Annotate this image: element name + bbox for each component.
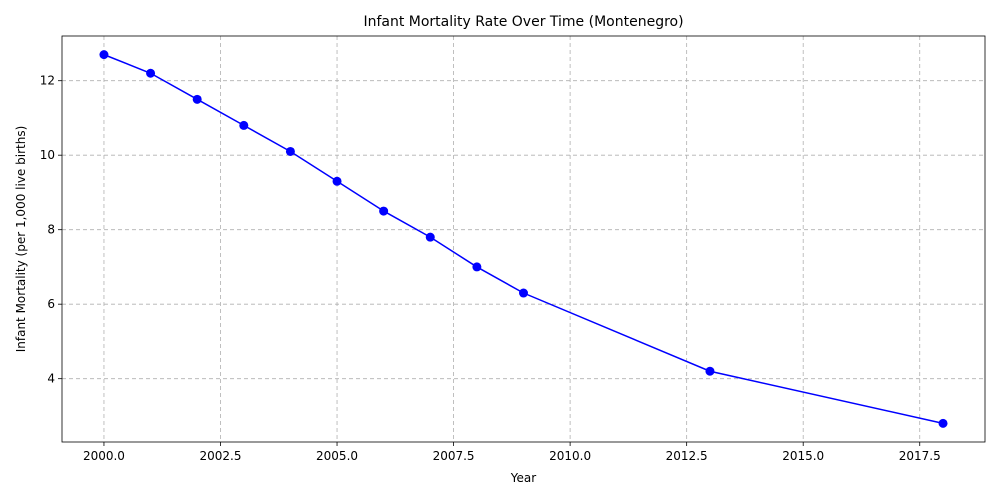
data-point xyxy=(379,206,389,216)
x-tick-label: 2012.5 xyxy=(666,449,708,463)
x-tick-label: 2010.0 xyxy=(549,449,591,463)
x-tick-label: 2007.5 xyxy=(433,449,475,463)
data-point xyxy=(239,120,249,130)
data-point xyxy=(519,288,528,298)
data-point xyxy=(425,232,435,242)
data-point xyxy=(332,176,342,186)
y-tick-label: 6 xyxy=(47,297,55,311)
chart-title: Infant Mortality Rate Over Time (Montene… xyxy=(363,14,683,30)
series-line xyxy=(103,53,944,425)
y-axis-label: Infant Mortality (per 1,000 live births) xyxy=(14,126,28,353)
data-point xyxy=(472,262,482,272)
x-axis: 2000.0 2002.5 2005.0 2007.5 2010.0 2012.5 2015… xyxy=(83,442,941,463)
x-tick-label: 2017.5 xyxy=(899,449,941,463)
data-point xyxy=(146,68,156,78)
y-tick-label: 4 xyxy=(47,372,55,386)
series-markers xyxy=(99,50,948,428)
y-axis: 4 6 8 10 12 xyxy=(40,74,62,386)
data-point xyxy=(285,146,295,156)
data-point xyxy=(192,94,202,104)
y-tick-label: 12 xyxy=(40,74,55,88)
x-tick-label: 2002.5 xyxy=(199,449,241,463)
y-tick-label: 8 xyxy=(47,223,55,237)
data-point xyxy=(705,366,715,376)
x-tick-label: 2005.0 xyxy=(316,449,358,463)
data-point xyxy=(99,50,109,60)
x-axis-label: Year xyxy=(510,471,536,485)
y-tick-label: 10 xyxy=(40,148,55,162)
x-tick-label: 2000.0 xyxy=(83,449,125,463)
grid xyxy=(62,36,985,442)
data-point xyxy=(938,418,948,428)
x-tick-label: 2015.0 xyxy=(782,449,824,463)
plot-frame xyxy=(61,35,986,443)
